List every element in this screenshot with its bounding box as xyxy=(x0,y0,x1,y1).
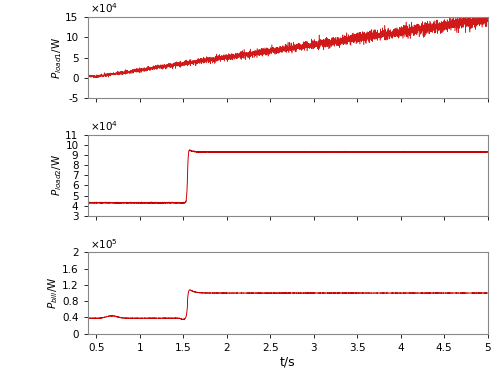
Text: $\times10^4$: $\times10^4$ xyxy=(90,119,118,133)
Text: $\times10^5$: $\times10^5$ xyxy=(90,237,118,251)
X-axis label: t/s: t/s xyxy=(280,356,295,368)
Y-axis label: $P_{bill}$/W: $P_{bill}$/W xyxy=(46,277,60,310)
Y-axis label: $P_{load2}$/W: $P_{load2}$/W xyxy=(50,154,64,196)
Y-axis label: $P_{load1}$/W: $P_{load1}$/W xyxy=(50,37,64,79)
Text: $\times10^4$: $\times10^4$ xyxy=(90,2,118,15)
